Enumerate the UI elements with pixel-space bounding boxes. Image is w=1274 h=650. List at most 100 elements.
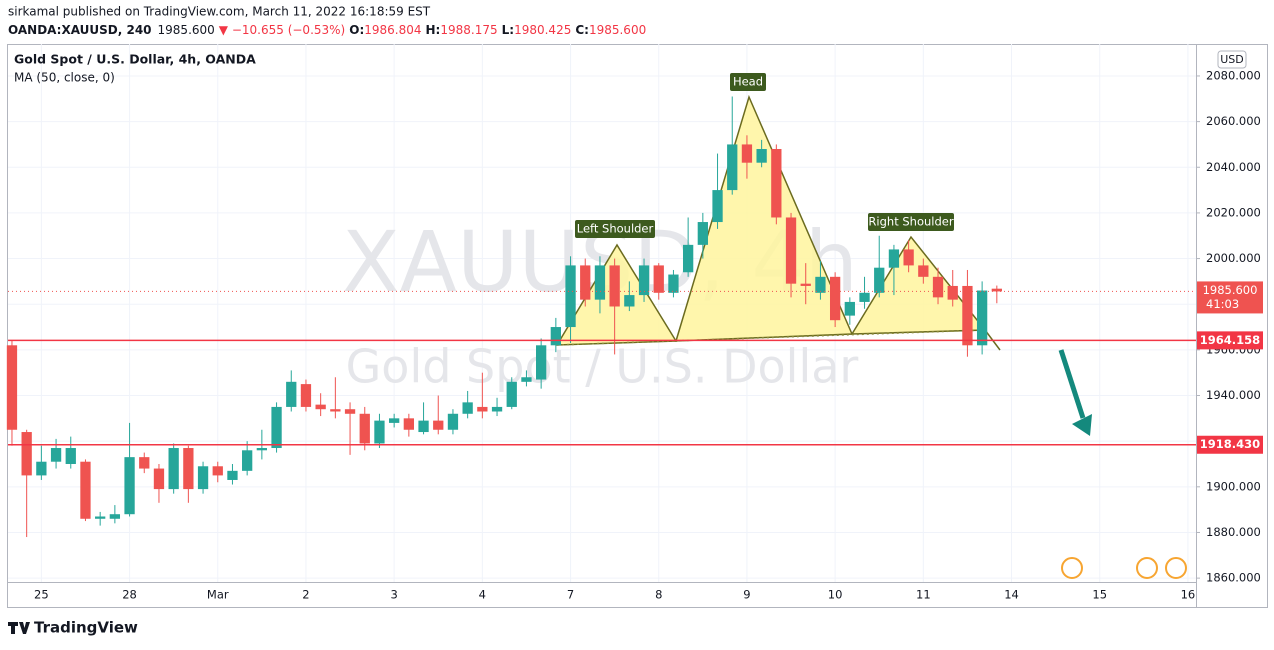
x-tick-label: 4 [479, 588, 486, 602]
x-tick-label: 8 [655, 588, 662, 602]
candle-body [888, 249, 900, 268]
candle-body [947, 285, 958, 300]
y-tick-label: 2040.000 [1206, 160, 1261, 174]
candle-body [903, 249, 914, 266]
level-label: 1964.158 [1200, 333, 1260, 347]
candle-body [124, 457, 135, 515]
candle-body [741, 144, 753, 163]
arrow [1058, 349, 1092, 436]
annotation: Left Shoulder [577, 222, 654, 236]
candle-body [756, 148, 767, 163]
candle-body [50, 448, 62, 462]
candle-body [344, 409, 356, 414]
y-tick-label: 2020.000 [1206, 205, 1261, 219]
watermark-name: Gold Spot / U.S. Dollar [346, 340, 859, 394]
candle-body [315, 404, 326, 410]
candle-body [506, 381, 517, 407]
candle-body [80, 461, 91, 519]
x-tick-label: 3 [390, 588, 397, 602]
arrow-head [1072, 414, 1092, 436]
candle-body [844, 301, 855, 316]
candle-body [95, 516, 106, 519]
candle-body [536, 345, 547, 380]
x-tick-label: 15 [1092, 588, 1107, 602]
candle-body [712, 190, 723, 223]
y-tick-label: 1900.000 [1206, 479, 1261, 493]
level-label: 1918.430 [1200, 437, 1260, 451]
currency: USD [1220, 53, 1244, 66]
annotation-box [868, 213, 954, 231]
level-tag [1197, 435, 1263, 454]
candle-body [36, 461, 47, 476]
event-icon [1061, 557, 1083, 579]
tv-logo: TradingView [8, 619, 138, 637]
candle-body [256, 448, 268, 451]
candle-body [682, 244, 694, 273]
x-tick-label: 16 [1181, 588, 1196, 602]
x-tick-label: 25 [34, 588, 49, 602]
neckline [556, 329, 986, 346]
legend-indicator: MA (50, close, 0) [14, 71, 115, 85]
quote-line: OANDA:XAUUSD, 240 1985.600 ▼ −10.655 (−0.5… [8, 23, 646, 37]
candle-body [197, 466, 209, 490]
legend-title: Gold Spot / U.S. Dollar, 4h, OANDA [14, 52, 256, 67]
candle-body [403, 418, 414, 430]
ohlc-value: 1988.175 [440, 23, 497, 37]
candle-body [521, 377, 532, 382]
event-icon [1136, 557, 1158, 579]
change: ▼ −10.655 (−0.53%) [219, 23, 345, 37]
candle-body [153, 468, 165, 490]
ohlc-value: 1985.600 [589, 23, 646, 37]
x-tick-label: 9 [743, 588, 750, 602]
candle-body [168, 448, 179, 490]
candle-body [918, 265, 929, 277]
candle-body [286, 381, 297, 407]
y-tick-label: 2060.000 [1206, 114, 1261, 128]
annotation-box [575, 220, 655, 238]
candle-body [271, 406, 282, 449]
candle-body [829, 276, 841, 321]
candle-body [962, 285, 973, 346]
candle-body [227, 470, 238, 480]
candle-body [447, 413, 459, 430]
candle-body [65, 448, 76, 464]
candle-body [242, 450, 253, 471]
y-tick-label: 1940.000 [1206, 388, 1261, 402]
ohlc-label: O: [349, 23, 364, 37]
candle-body [638, 265, 650, 296]
candle-body [653, 265, 664, 293]
candle-body [594, 265, 606, 300]
candle-body [183, 448, 194, 490]
y-tick-label: 2000.000 [1206, 251, 1261, 265]
ohlc-label: C: [575, 23, 589, 37]
ohlc-label: L: [502, 23, 514, 37]
ohlc-value: 1980.425 [514, 23, 571, 37]
x-tick-label: 14 [1004, 588, 1019, 602]
candle-body [374, 420, 385, 444]
candle-body [433, 420, 444, 430]
annotation: Right Shoulder [868, 215, 953, 229]
ohlc-value: 1986.804 [364, 23, 421, 37]
candle-body [389, 418, 400, 423]
candle-body [330, 409, 341, 412]
candle-body [550, 327, 561, 346]
symbol: OANDA:XAUUSD, 240 [8, 23, 152, 37]
candle-body [462, 402, 473, 414]
candle-body [418, 420, 429, 433]
candle-body [668, 274, 679, 293]
candle-body [609, 265, 620, 307]
logo-mark [8, 622, 30, 634]
candle-body [6, 345, 18, 430]
candles [6, 96, 1002, 538]
candle-body [932, 276, 944, 298]
candle-body [565, 265, 576, 328]
candle-body [109, 514, 121, 519]
candle-body [991, 288, 1002, 292]
level-tag [1197, 331, 1263, 350]
y-tick-label: 2080.000 [1206, 68, 1261, 82]
candle-body [727, 144, 738, 191]
currency-box [1217, 50, 1247, 69]
candle-body [491, 406, 503, 412]
